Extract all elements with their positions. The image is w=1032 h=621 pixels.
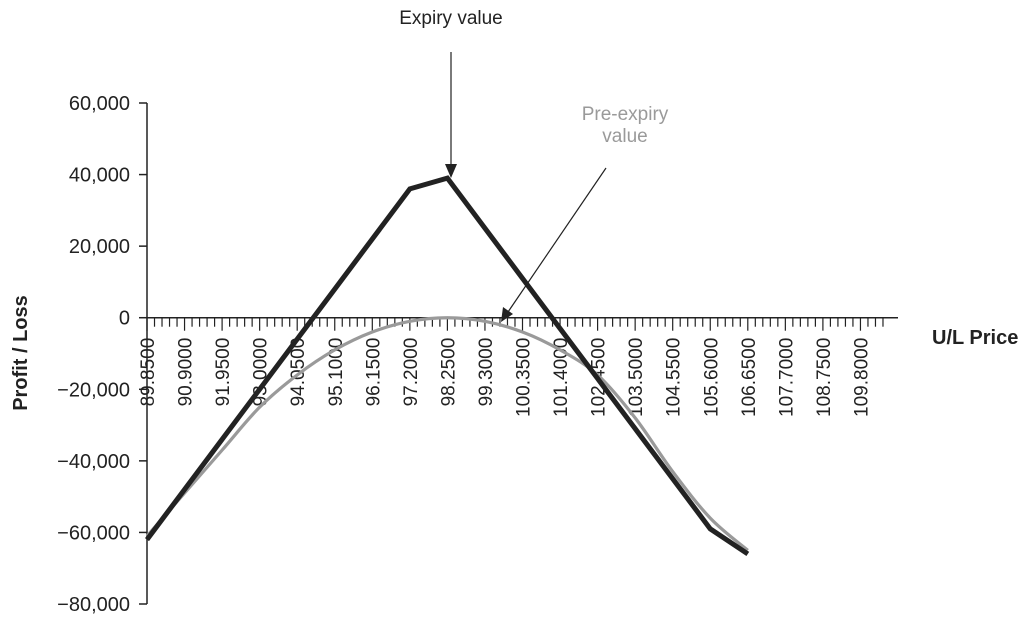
x-tick-label: 105.6000 bbox=[701, 338, 722, 417]
y-tick-label: 20,000 bbox=[69, 236, 130, 258]
annotation-expiry-arrowhead bbox=[445, 164, 457, 178]
series-layer bbox=[144, 175, 750, 556]
x-tick-label: 108.7500 bbox=[814, 338, 835, 417]
annotation-pre-expiry-arrow-line bbox=[507, 167, 607, 313]
annotation-expiry-label: Expiry value bbox=[399, 8, 503, 29]
x-tick-label: 98.2500 bbox=[438, 338, 459, 407]
series-line-pre-expiry bbox=[145, 316, 749, 552]
x-tick-label: 109.8000 bbox=[851, 338, 872, 417]
x-tick-label: 89.8500 bbox=[138, 338, 159, 407]
x-tick-label: 104.5500 bbox=[664, 338, 685, 417]
y-tick-label: −80,000 bbox=[57, 594, 130, 616]
y-axis-title: Profit / Loss bbox=[10, 295, 32, 411]
series-line-expiry bbox=[144, 175, 750, 556]
x-tick-label: 93.0000 bbox=[251, 338, 272, 407]
x-tick-label: 90.9000 bbox=[176, 338, 197, 407]
annotation-pre-expiry-label: Pre-expiry bbox=[582, 104, 669, 125]
x-tick-label: 100.3500 bbox=[514, 338, 535, 417]
y-tick-label: 0 bbox=[119, 308, 130, 330]
x-tick-label: 101.4000 bbox=[551, 338, 572, 417]
x-tick-label: 103.5000 bbox=[626, 338, 647, 417]
x-tick-label: 91.9500 bbox=[213, 338, 234, 407]
x-tick-label: 106.6500 bbox=[739, 338, 760, 417]
y-tick-label: −40,000 bbox=[57, 451, 130, 473]
y-tick-label: −60,000 bbox=[57, 522, 130, 544]
y-axis: 60,000 40,000 20,000 0 −20,000 −40,000 −60,000… bbox=[57, 93, 148, 616]
annotation-pre-expiry-label: value bbox=[602, 126, 647, 147]
x-axis: 89.8500 90.9000 91.9500 93.0000 94.0500 95.10… bbox=[138, 316, 898, 417]
x-tick-label: 95.1000 bbox=[326, 338, 347, 407]
x-tick-label: 107.7000 bbox=[776, 338, 797, 417]
x-tick-label: 99.3000 bbox=[476, 338, 497, 407]
y-tick-label: 40,000 bbox=[69, 165, 130, 187]
x-tick-label: 97.2000 bbox=[401, 338, 422, 407]
y-tick-label: −20,000 bbox=[57, 379, 130, 401]
x-tick-label: 96.1500 bbox=[363, 338, 384, 407]
x-axis-title: U/L Price bbox=[932, 327, 1018, 349]
y-tick-label: 60,000 bbox=[69, 93, 130, 115]
annotation-pre-expiry-arrowhead bbox=[501, 307, 513, 322]
